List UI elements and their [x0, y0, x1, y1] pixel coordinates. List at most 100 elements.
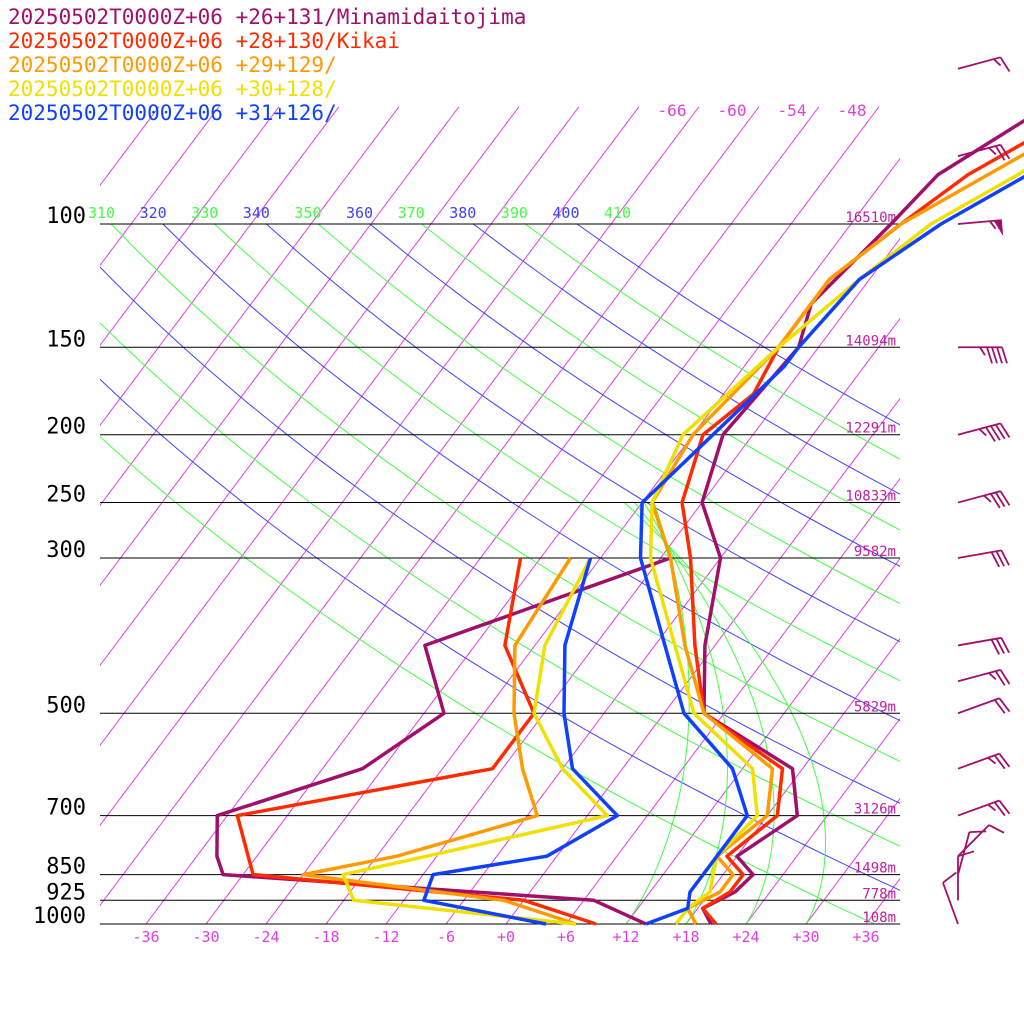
legend-entry: 20250502T0000Z+06 +28+130/Kikai: [8, 29, 400, 53]
barb-feather: [991, 346, 998, 364]
barb-staff: [957, 668, 1001, 683]
legend-entry: 20250502T0000Z+06 +31+126/: [8, 101, 337, 125]
barb-feather: [1001, 346, 1008, 364]
barb-staff: [957, 831, 971, 875]
isotherm-line: [100, 106, 220, 267]
barb-feather: [988, 147, 997, 155]
isotherm-line: [100, 106, 460, 587]
barb-feather: [999, 422, 1011, 438]
temperature-tick-label: -18: [312, 928, 339, 946]
barb-feather: [989, 220, 997, 230]
pressure-label: 850: [46, 855, 86, 880]
barb-feather: [993, 754, 1006, 770]
legend-entry: 20250502T0000Z+06 +30+128/: [8, 77, 337, 101]
dry-adiabat-line: [100, 266, 900, 804]
height-label: 14094m: [845, 333, 896, 349]
temperature-tick-label: +6: [557, 928, 575, 946]
series-2: [301, 152, 1024, 926]
barb-staff: [957, 143, 1001, 158]
pressure-label: 150: [46, 327, 86, 352]
temperature-tick-label: -30: [192, 928, 219, 946]
pressure-label: 925: [46, 880, 86, 905]
dry-adiabat-line: [317, 223, 900, 605]
pressure-label: 700: [46, 796, 86, 821]
barb-feather: [986, 346, 993, 364]
dry-adiabat-line: [421, 223, 900, 531]
isotherm-line: [685, 637, 900, 924]
isotherm-line: [100, 106, 340, 427]
barb-feather: [942, 871, 957, 884]
theta-label: 340: [243, 204, 270, 222]
theta-label: 360: [346, 204, 373, 222]
legend-entry: 20250502T0000Z+06 +29+129/: [8, 53, 337, 77]
isotherm-grid: [0, 106, 900, 924]
barb-feather: [999, 144, 1011, 160]
wind-barb: [957, 56, 1011, 72]
barb-staff: [957, 219, 1002, 225]
dewpoint-line: [235, 557, 597, 926]
barb-staff: [957, 824, 990, 857]
barb-staff: [957, 636, 1002, 647]
isotherm-line: [325, 157, 900, 924]
barb-feather: [994, 491, 1006, 508]
isotherm-line: [100, 106, 280, 347]
temperature-tick-label: -36: [132, 928, 159, 946]
barb-feather: [1000, 637, 1010, 654]
barb-feather: [995, 550, 1005, 567]
isotherm-line: [100, 106, 640, 827]
barb-feather: [994, 145, 1006, 161]
wind-barb: [957, 143, 1011, 161]
wind-barb: [957, 697, 1011, 715]
barb-feather: [990, 493, 1001, 509]
isotherm-line: [445, 317, 900, 924]
wind-barb: [957, 752, 1011, 770]
isotherm-line: [625, 557, 900, 924]
isotherm-line: [205, 106, 820, 924]
barb-feather: [988, 824, 1005, 834]
barb-feather: [987, 803, 997, 812]
isotherm-top-label: -54: [778, 101, 807, 120]
barb-feather: [969, 830, 987, 833]
wind-barb: [957, 799, 1011, 817]
pressure-label: 250: [46, 483, 86, 508]
barb-feather: [993, 801, 1006, 817]
series-4: [422, 174, 1024, 926]
temperature-tick-label: +18: [672, 928, 699, 946]
pressure-label: 1000: [33, 904, 86, 929]
theta-label: 410: [604, 204, 631, 222]
barb-feather: [983, 494, 992, 503]
legend-entry: 20250502T0000Z+06 +26+131/Minamidaitojim…: [8, 5, 526, 29]
dry-adiabat-line: [214, 223, 900, 682]
temperature-tick-label: +30: [792, 928, 819, 946]
barb-feather: [993, 699, 1006, 714]
pressure-label: 100: [46, 204, 86, 229]
barb-feather: [990, 639, 1000, 655]
temperature-line: [700, 118, 1024, 925]
height-label: 9582m: [854, 544, 896, 560]
height-label: 778m: [862, 886, 896, 902]
dewpoint-line: [301, 557, 577, 926]
temperature-line: [648, 168, 1024, 926]
theta-label: 370: [398, 204, 425, 222]
barb-feather: [957, 850, 975, 858]
pressure-label: 500: [46, 693, 86, 718]
isotherm-line: [145, 106, 760, 924]
legend: 20250502T0000Z+06 +26+131/Minamidaitojim…: [8, 5, 526, 125]
isotherm-line: [100, 106, 520, 667]
barb-feather: [998, 799, 1011, 815]
theta-label: 390: [501, 204, 528, 222]
barb-feather: [998, 697, 1011, 713]
barb-staff: [957, 752, 1000, 770]
barb-feather: [985, 426, 996, 442]
barb-feather: [978, 428, 987, 437]
temperature-tick-label: -12: [372, 928, 399, 946]
wind-barb: [957, 549, 1010, 568]
barb-feather: [994, 424, 1006, 440]
isotherm-line: [0, 107, 39, 924]
wind-barb: [957, 850, 975, 901]
isotherm-line: [100, 106, 700, 907]
barb-feather: [1000, 549, 1010, 566]
barb-feather: [995, 638, 1005, 654]
series-1: [235, 140, 1024, 926]
